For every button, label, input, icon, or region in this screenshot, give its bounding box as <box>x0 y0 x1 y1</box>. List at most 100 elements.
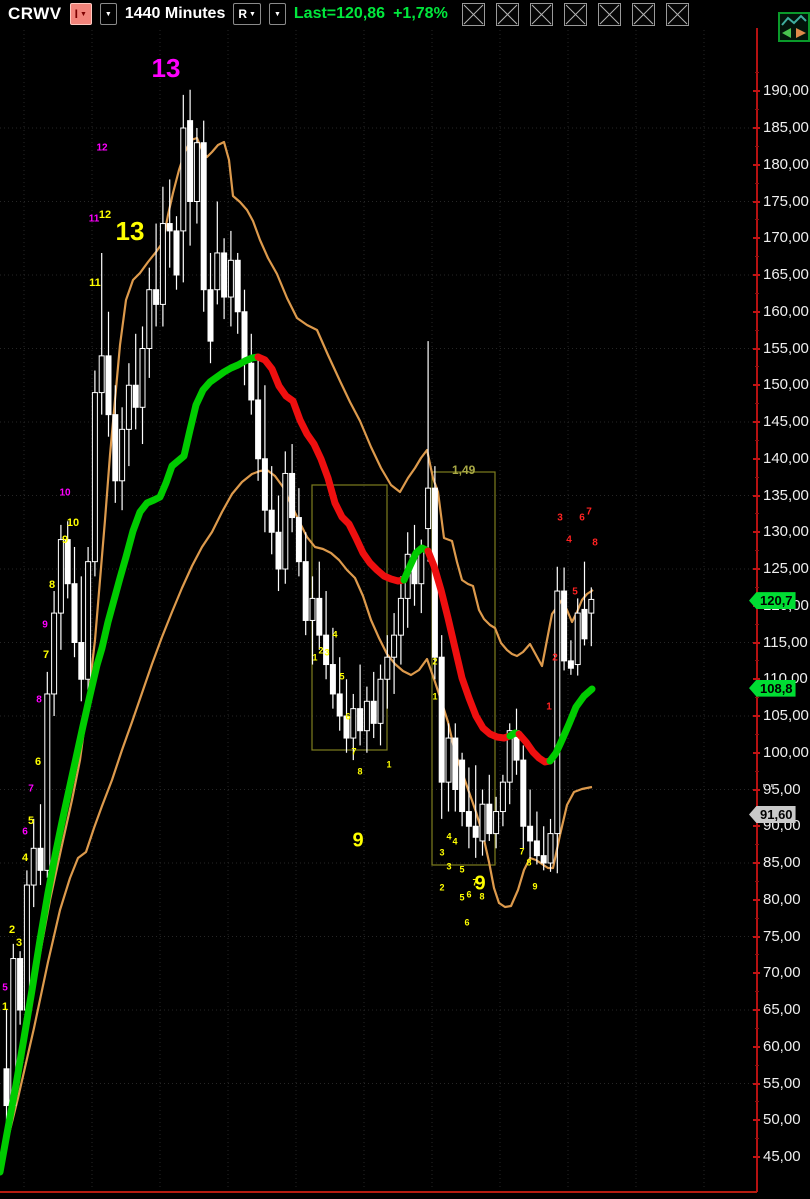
td-count-label: 7 <box>351 746 356 756</box>
candle-body <box>30 847 37 886</box>
candle-body <box>51 612 58 695</box>
candle-body <box>377 678 384 724</box>
candle-body <box>187 120 194 202</box>
td-count-label: 8 <box>526 857 531 867</box>
candle-body <box>336 693 343 717</box>
candle-body <box>329 664 336 695</box>
candle-body <box>391 634 398 658</box>
td-count-label: 13 <box>152 53 181 83</box>
candle-body <box>180 127 187 232</box>
axis-tick <box>753 200 760 203</box>
candle-body <box>119 428 126 482</box>
change-percent-label: +1,78% <box>393 5 448 22</box>
axis-price-label: 50,00 <box>763 1111 801 1129</box>
axis-minor-tick <box>755 513 759 515</box>
axis-minor-tick <box>755 623 759 625</box>
axis-tick <box>753 898 760 901</box>
upper-band-line <box>1 136 594 1151</box>
candle-body <box>85 561 92 680</box>
candle-body <box>554 590 561 835</box>
candle-body <box>159 223 166 305</box>
axis-minor-tick <box>755 109 759 110</box>
axis-tick <box>753 862 760 864</box>
measure-box <box>431 471 496 866</box>
candle-body <box>425 487 432 530</box>
candle-body <box>105 355 112 416</box>
candle-body <box>499 781 506 813</box>
td-count-label: 4 <box>566 535 572 546</box>
axis-price-label: 140,00 <box>763 449 809 467</box>
td-count-label: 7 <box>43 649 49 661</box>
candle-body <box>479 803 486 842</box>
candle-body <box>78 642 85 680</box>
indicator-arrows-icon[interactable] <box>778 12 810 42</box>
broken-image-icon[interactable] <box>529 2 553 26</box>
price-tag: 120,7 <box>749 592 796 610</box>
axis-price-label: 95,00 <box>763 780 801 798</box>
candle-body <box>540 855 547 864</box>
ma-line-down <box>254 353 408 585</box>
axis-tick <box>753 90 760 93</box>
broken-image-icon[interactable] <box>495 2 519 26</box>
axis-minor-tick <box>755 954 759 956</box>
axis-tick <box>753 751 760 754</box>
candle-body <box>91 392 98 563</box>
broken-image-icon[interactable] <box>665 2 689 26</box>
axis-tick <box>753 972 760 975</box>
td-count-label: 6 <box>345 711 350 721</box>
td-count-label: 8 <box>36 695 42 706</box>
axis-price-label: 55,00 <box>763 1074 801 1092</box>
td-count-label: 9 <box>352 829 363 851</box>
candle-body <box>112 414 119 482</box>
interval-dropdown-button[interactable]: ▼ <box>99 3 117 25</box>
td-count-label: 6 <box>22 827 28 838</box>
td-count-label: 5 <box>572 587 578 598</box>
td-count-label: 2 <box>432 656 437 666</box>
interval-type-button[interactable]: I ▼ <box>69 3 92 25</box>
candle-body <box>343 715 350 739</box>
axis-minor-tick <box>755 182 759 184</box>
range-button[interactable]: R ▼ <box>233 3 261 25</box>
axis-price-label: 175,00 <box>763 192 809 210</box>
axis-tick <box>753 494 760 497</box>
axis-tick <box>753 678 760 681</box>
axis-minor-tick <box>755 72 759 74</box>
candle-body <box>527 825 534 842</box>
axis-tick <box>753 237 760 240</box>
broken-image-icon[interactable] <box>563 2 587 26</box>
td-count-label: 2 <box>552 653 558 664</box>
candle-body <box>64 539 71 585</box>
axis-price-label: 170,00 <box>763 229 809 247</box>
candle-body <box>37 847 44 871</box>
price-tag: 108,8 <box>749 679 796 697</box>
td-count-label: 8 <box>592 538 598 549</box>
broken-image-icon[interactable] <box>597 2 621 26</box>
symbol-label: CRWV <box>8 4 62 23</box>
candle-body <box>309 597 316 621</box>
candle-body <box>98 355 105 394</box>
price-tag: 91,60 <box>749 805 796 823</box>
price-axis[interactable]: 190,00 185,00 180,00 175,00 170,00 165,00 160,… <box>749 0 810 1199</box>
candle-body <box>3 1068 10 1107</box>
candle-body <box>323 634 330 666</box>
td-count-label: 2 <box>9 924 15 936</box>
candle-body <box>465 811 472 827</box>
range-dropdown-button[interactable]: ▼ <box>268 3 286 25</box>
axis-price-label: 185,00 <box>763 119 809 136</box>
broken-image-icon[interactable] <box>461 2 485 26</box>
td-count-label: 5 <box>2 983 8 994</box>
candle-body <box>44 693 51 871</box>
td-count-label: 3 <box>557 513 563 524</box>
td-count-label: 6 <box>579 513 585 524</box>
td-count-label: 7 <box>472 877 477 887</box>
axis-minor-tick <box>755 292 759 294</box>
axis-price-label: 150,00 <box>763 376 809 394</box>
axis-tick <box>753 1082 760 1085</box>
axis-minor-tick <box>755 403 759 404</box>
broken-image-icon[interactable] <box>631 2 655 26</box>
td-count-label: 10 <box>67 517 79 529</box>
candle-body <box>397 597 404 636</box>
td-count-label: 3 <box>324 647 329 657</box>
axis-tick <box>753 127 760 129</box>
